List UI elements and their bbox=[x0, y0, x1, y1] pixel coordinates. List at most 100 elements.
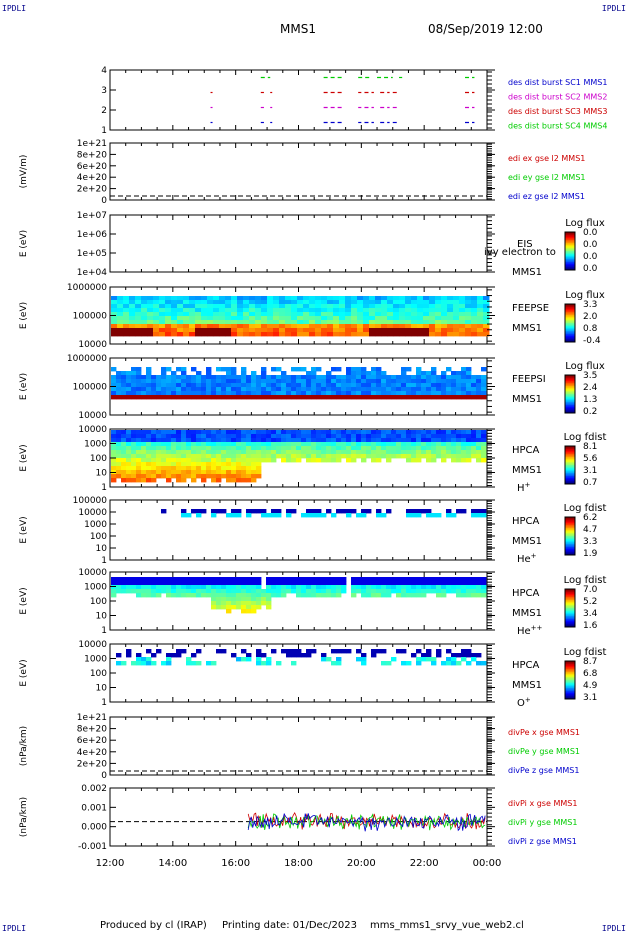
colorbar-frame bbox=[564, 231, 576, 271]
spectrogram-cell bbox=[256, 442, 262, 447]
spectrogram-cell bbox=[327, 296, 334, 301]
spectrogram-cell bbox=[426, 383, 432, 388]
spectrogram-cell bbox=[381, 585, 387, 590]
spectrogram-cell bbox=[226, 391, 232, 396]
spectrogram-cell bbox=[246, 430, 252, 435]
spectrogram-cell bbox=[251, 387, 257, 392]
spectrogram-cell bbox=[301, 430, 307, 435]
spectrogram-cell bbox=[371, 430, 377, 435]
spectrogram-cell bbox=[411, 430, 417, 435]
spectrogram-cell bbox=[466, 375, 472, 380]
colorbar-cell bbox=[565, 304, 575, 307]
colorbar-cell bbox=[565, 258, 575, 261]
spectrogram-cell bbox=[306, 450, 312, 455]
spectrogram-cell bbox=[327, 304, 334, 309]
spectrogram-cell bbox=[147, 312, 154, 317]
spectrogram-cell bbox=[416, 454, 422, 459]
spectrogram-cell bbox=[391, 657, 397, 662]
colorbar-cell bbox=[565, 619, 575, 622]
spectrogram-cell bbox=[151, 387, 157, 392]
legend-entry: des dist burst SC2 MMS2 bbox=[508, 93, 607, 102]
spectrogram-cell bbox=[356, 387, 362, 392]
spectrogram-cell bbox=[221, 589, 227, 594]
spectrogram-cell bbox=[297, 296, 304, 301]
spectrogram-cell bbox=[131, 470, 137, 475]
colorbar-tick: 2.0 bbox=[583, 312, 598, 322]
spectrogram-cell bbox=[316, 577, 322, 582]
colorbar-cell bbox=[565, 468, 575, 471]
spectrogram-cell bbox=[117, 316, 124, 321]
spectrogram-cell bbox=[159, 300, 166, 305]
spectrogram-cell bbox=[447, 308, 454, 313]
spectrogram-cell bbox=[371, 446, 377, 451]
spectrogram-cell bbox=[331, 585, 337, 590]
spectrogram-cell bbox=[111, 446, 117, 451]
spectrogram-cell bbox=[181, 395, 187, 400]
spectrogram-cell bbox=[136, 657, 142, 662]
spectrogram-cell bbox=[195, 296, 202, 301]
spectrogram-cell bbox=[225, 328, 232, 333]
spectrogram-cell bbox=[201, 442, 207, 447]
spectrogram-cell bbox=[176, 589, 182, 594]
spectrogram-cell bbox=[417, 324, 424, 329]
spectrogram-cell bbox=[271, 430, 277, 435]
spectrogram-cell bbox=[316, 442, 322, 447]
spectrogram-cell bbox=[136, 450, 142, 455]
spectrogram-cell bbox=[111, 383, 117, 388]
spectrogram-cell bbox=[195, 300, 202, 305]
spectrogram-cell bbox=[141, 324, 148, 329]
spectrogram-cell bbox=[131, 661, 137, 666]
spectrogram-cell bbox=[166, 462, 172, 467]
spectrogram-cell bbox=[431, 589, 437, 594]
spectrogram-cell bbox=[386, 391, 392, 396]
spectrogram-cell bbox=[151, 478, 157, 483]
spectrogram-cell bbox=[171, 371, 177, 376]
spectrogram-cell bbox=[431, 395, 437, 400]
spectrogram-cell bbox=[211, 589, 217, 594]
spectrogram-cell bbox=[181, 474, 187, 479]
spectrogram-cell bbox=[341, 430, 347, 435]
spectrogram-cell bbox=[256, 657, 262, 662]
spectrogram-cell bbox=[153, 304, 160, 309]
spectrogram-cell bbox=[189, 296, 196, 301]
spectrogram-cell bbox=[351, 395, 357, 400]
spectrogram-cell bbox=[221, 585, 227, 590]
spectrogram-cell bbox=[276, 391, 282, 396]
spectrogram-cell bbox=[291, 312, 298, 317]
spectrogram-cell bbox=[441, 438, 447, 443]
spectrogram-cell bbox=[279, 312, 286, 317]
spectrogram-cell bbox=[466, 391, 472, 396]
spectrogram-cell bbox=[251, 375, 257, 380]
spectrogram-cell bbox=[116, 391, 122, 396]
spectrogram-cell bbox=[256, 391, 262, 396]
spectrogram-cell bbox=[321, 391, 327, 396]
spectrogram-cell bbox=[416, 395, 422, 400]
spectrogram-cell bbox=[306, 434, 312, 439]
spectrogram-cell bbox=[251, 371, 257, 376]
colorbar-cell bbox=[565, 680, 575, 683]
spectrogram-cell bbox=[166, 657, 172, 662]
spectrogram-cell bbox=[296, 653, 302, 658]
spectrogram-cell bbox=[255, 320, 262, 325]
spectrogram-cell bbox=[171, 300, 178, 305]
spectrogram-cell bbox=[251, 585, 257, 590]
spectrogram-cell bbox=[216, 458, 222, 463]
spectrogram-cell bbox=[186, 581, 192, 586]
spectrogram-cell bbox=[461, 371, 467, 376]
spectrogram-cell bbox=[251, 442, 257, 447]
spectrogram-cell bbox=[331, 442, 337, 447]
spectrogram-cell bbox=[406, 379, 412, 384]
spectrogram-cell bbox=[237, 304, 244, 309]
spectrogram-cell bbox=[447, 304, 454, 309]
spectrogram-cell bbox=[166, 387, 172, 392]
spectrogram-cell bbox=[363, 328, 370, 333]
spectrogram-cell bbox=[266, 375, 272, 380]
spectrogram-cell bbox=[341, 379, 347, 384]
spectrogram-cell bbox=[241, 657, 247, 662]
spectrogram-cell bbox=[281, 442, 287, 447]
spectrogram-cell bbox=[429, 300, 436, 305]
spectrogram-cell bbox=[331, 577, 337, 582]
spectrogram-cell bbox=[309, 312, 316, 317]
spectrogram-cell bbox=[176, 458, 182, 463]
spectrogram-cell bbox=[246, 442, 252, 447]
